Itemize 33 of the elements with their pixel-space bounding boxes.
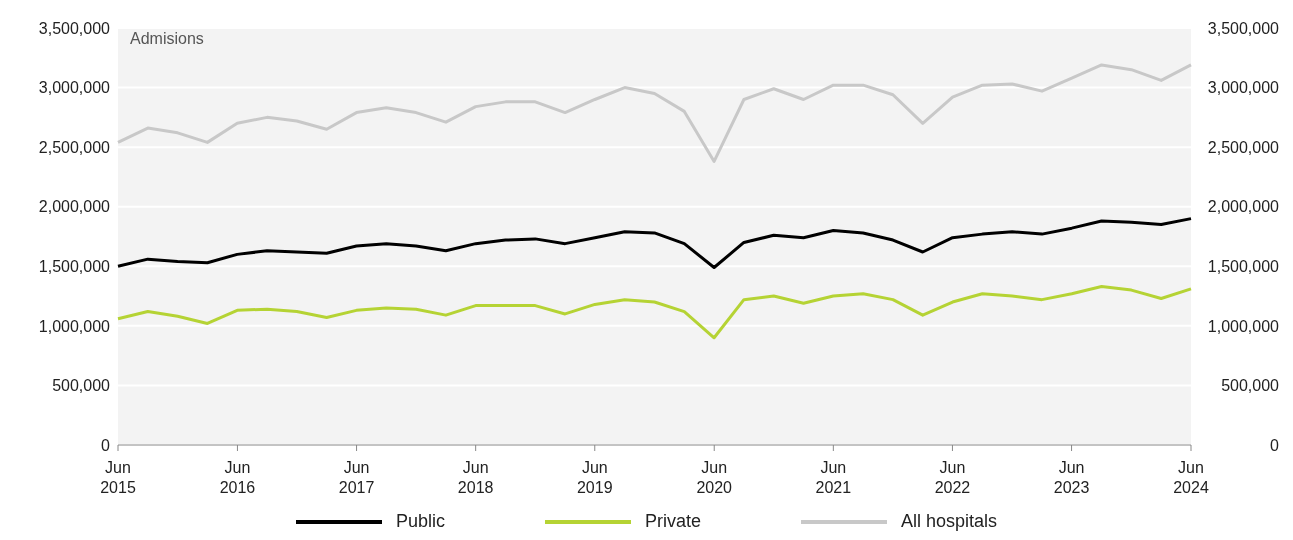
x-tick-label: Jun 2020 — [696, 459, 733, 496]
y2-tick-label: 1,500,000 — [1207, 257, 1280, 275]
y-tick-label: 2,500,000 — [38, 138, 111, 156]
y-tick-label: 3,500,000 — [38, 19, 111, 37]
y2-tick-label: 2,000,000 — [1207, 198, 1280, 216]
x-tick-label: Jun 2023 — [1053, 459, 1090, 496]
y2-tick-label: 500,000 — [1221, 377, 1280, 395]
y-axis-title: Admisions — [130, 30, 204, 48]
x-tick-label: Jun 2024 — [1173, 459, 1209, 496]
y2-tick-label: 3,000,000 — [1207, 79, 1280, 97]
y-tick-label: 500,000 — [52, 377, 111, 395]
legend-label: Public — [395, 511, 445, 532]
y2-tick-label: 1,000,000 — [1207, 317, 1280, 335]
y2-tick-label: 3,500,000 — [1207, 19, 1280, 37]
legend-label: All hospitals — [901, 511, 998, 532]
y2-tick-label: 2,500,000 — [1207, 138, 1280, 156]
y-tick-label: 2,000,000 — [38, 198, 111, 216]
x-tick-label: Jun 2017 — [338, 459, 375, 496]
line-series — [116, 217, 1193, 269]
line-series — [116, 63, 1193, 163]
line-series — [116, 285, 1193, 340]
y-tick-label: 1,500,000 — [38, 257, 111, 275]
y-tick-label: 0 — [101, 436, 111, 454]
y2-tick-label: 0 — [1270, 436, 1280, 454]
x-tick-label: Jun 2019 — [576, 459, 613, 496]
x-tick-label: Jun 2021 — [815, 459, 852, 496]
y-tick-label: 3,000,000 — [38, 79, 111, 97]
x-tick-label: Jun 2015 — [100, 459, 136, 496]
x-tick-label: Jun 2022 — [934, 459, 971, 496]
legend-label: Private — [644, 511, 701, 532]
x-tick-label: Jun 2018 — [457, 459, 494, 496]
x-tick-label: Jun 2016 — [219, 459, 256, 496]
y-tick-label: 1,000,000 — [38, 317, 111, 335]
